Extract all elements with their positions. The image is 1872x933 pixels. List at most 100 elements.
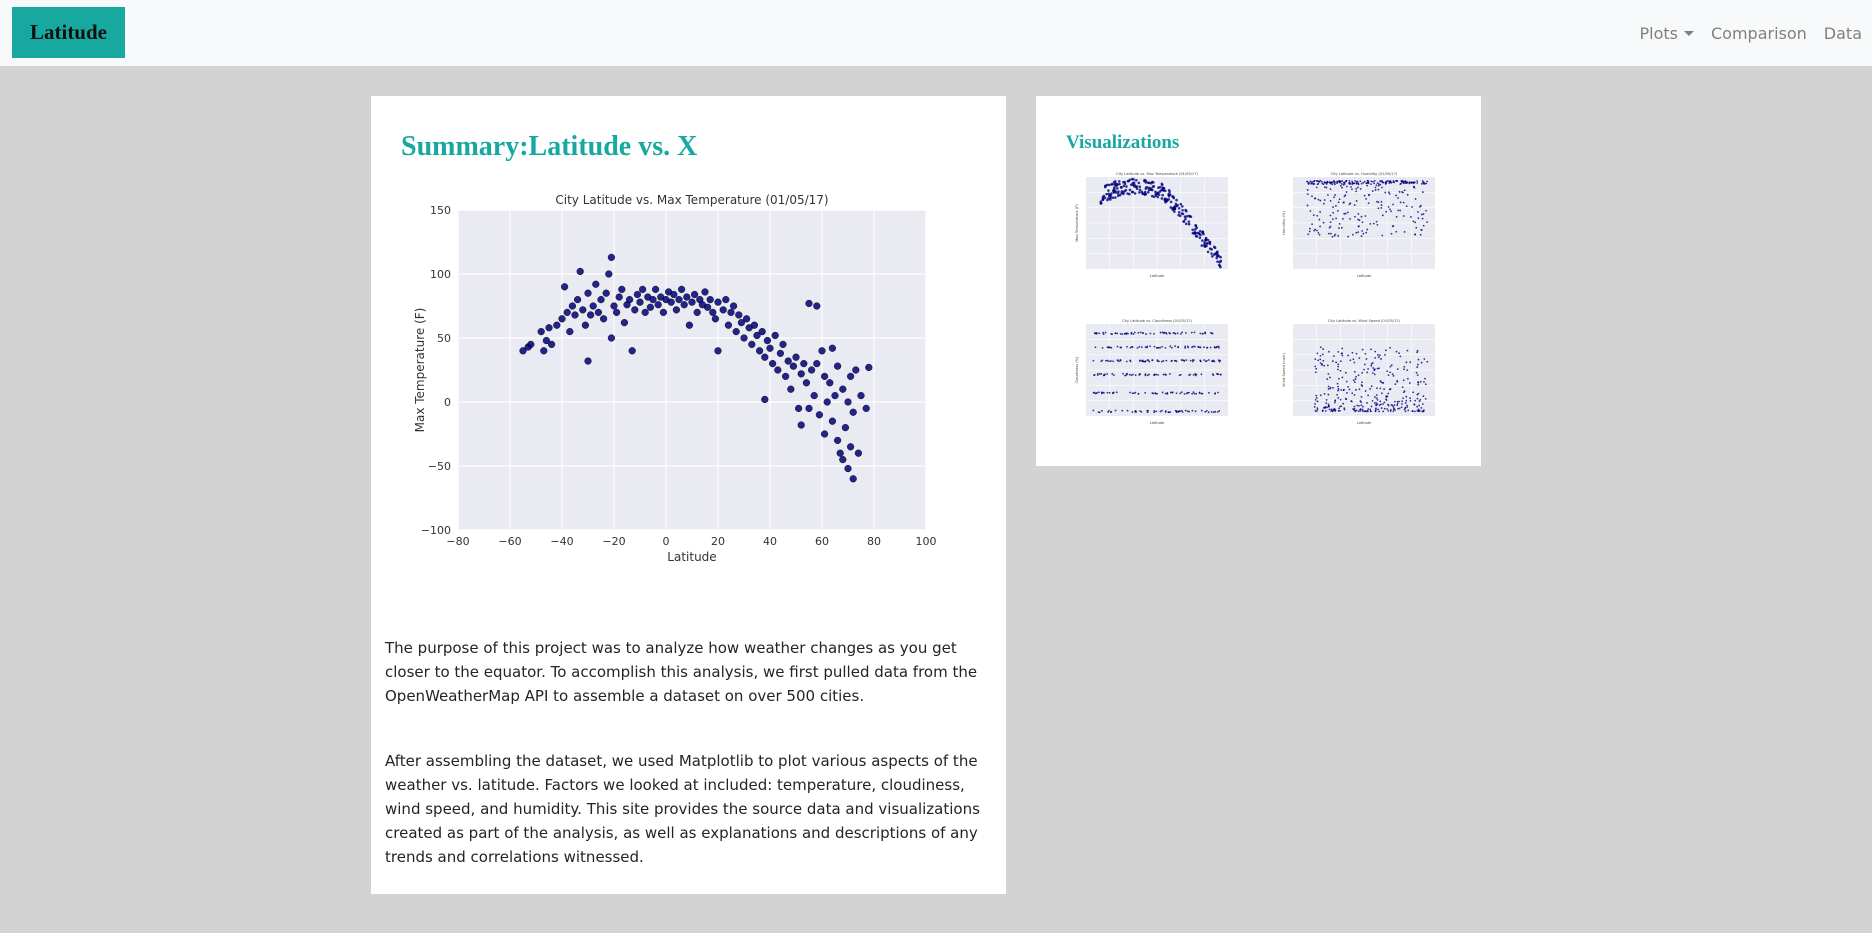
data-point bbox=[659, 308, 668, 317]
thumb-point bbox=[1374, 357, 1377, 359]
thumbnail-humidity[interactable]: City Latitude vs. Humidity (01/05/17) Lat… bbox=[1279, 169, 1449, 279]
thumb-point bbox=[1215, 346, 1218, 349]
thumb-point bbox=[1322, 348, 1325, 351]
thumb-point bbox=[1355, 182, 1358, 185]
thumb-point bbox=[1120, 186, 1123, 189]
thumb-point bbox=[1377, 183, 1380, 185]
data-point bbox=[740, 334, 748, 342]
thumb-point bbox=[1309, 227, 1311, 230]
thumb-point bbox=[1337, 365, 1340, 368]
data-point bbox=[782, 372, 790, 381]
thumb-point bbox=[1151, 359, 1154, 362]
thumb-point bbox=[1356, 186, 1359, 189]
data-point bbox=[800, 360, 808, 368]
thumb-point bbox=[1417, 358, 1420, 361]
thumb-point bbox=[1413, 186, 1416, 189]
thumb-point bbox=[1199, 359, 1202, 362]
thumb-point bbox=[1121, 409, 1124, 412]
data-point bbox=[815, 411, 824, 419]
thumb-point bbox=[1365, 182, 1368, 185]
brand-logo[interactable]: Latitude bbox=[12, 7, 125, 58]
thumb-title: City Latitude vs. Wind Speed (01/05/17) bbox=[1328, 319, 1401, 323]
thumb-point bbox=[1122, 372, 1124, 375]
thumb-point bbox=[1402, 201, 1405, 204]
thumb-point bbox=[1363, 410, 1366, 413]
thumb-point bbox=[1337, 385, 1339, 388]
thumb-point bbox=[1212, 411, 1215, 413]
thumb-point bbox=[1179, 392, 1182, 395]
thumb-point bbox=[1216, 260, 1219, 263]
thumb-point bbox=[1165, 197, 1168, 201]
thumb-point bbox=[1319, 179, 1322, 182]
thumb-point bbox=[1134, 185, 1138, 189]
thumb-point bbox=[1409, 397, 1412, 399]
thumb-point bbox=[1340, 389, 1343, 391]
thumb-point bbox=[1342, 201, 1345, 204]
thumb-point bbox=[1404, 410, 1407, 413]
thumb-point bbox=[1379, 180, 1381, 183]
thumb-point bbox=[1346, 211, 1349, 214]
thumb-point bbox=[1119, 346, 1122, 349]
data-point bbox=[563, 308, 571, 317]
thumb-point bbox=[1122, 180, 1125, 184]
thumb-point bbox=[1422, 213, 1425, 215]
thumb-point bbox=[1154, 392, 1157, 395]
thumb-point bbox=[1349, 202, 1352, 205]
thumb-point bbox=[1184, 409, 1187, 412]
thumb-point bbox=[1164, 346, 1167, 349]
thumb-point bbox=[1186, 410, 1189, 413]
thumb-point bbox=[1411, 410, 1414, 412]
thumb-point bbox=[1358, 357, 1361, 360]
thumb-point bbox=[1315, 367, 1318, 370]
data-point bbox=[545, 324, 553, 332]
data-point bbox=[675, 295, 683, 304]
data-point bbox=[594, 308, 603, 317]
nav-data[interactable]: Data bbox=[1823, 23, 1862, 43]
thumb-point bbox=[1185, 215, 1189, 218]
thumb-point bbox=[1376, 182, 1379, 185]
thumb-point bbox=[1373, 180, 1376, 182]
thumb-point bbox=[1317, 359, 1320, 362]
thumb-point bbox=[1321, 182, 1324, 185]
thumb-point bbox=[1325, 398, 1328, 401]
thumb-point bbox=[1363, 368, 1365, 371]
thumb-point bbox=[1392, 406, 1395, 408]
thumb-point bbox=[1201, 392, 1204, 395]
data-point bbox=[672, 306, 681, 314]
thumb-point bbox=[1307, 182, 1310, 185]
x-tick-label: 0 bbox=[663, 535, 670, 548]
thumb-point bbox=[1218, 346, 1220, 349]
nav-plots-dropdown[interactable]: Plots bbox=[1640, 24, 1694, 43]
thumbnail-cloudiness[interactable]: City Latitude vs. Cloudiness (01/05/17) L… bbox=[1072, 316, 1242, 426]
thumb-point bbox=[1141, 192, 1145, 196]
data-point bbox=[542, 336, 551, 345]
thumb-point bbox=[1339, 405, 1342, 408]
thumb-point bbox=[1320, 364, 1323, 366]
thumb-point bbox=[1327, 194, 1329, 196]
thumb-point bbox=[1217, 391, 1219, 394]
thumb-point bbox=[1204, 238, 1208, 241]
data-point bbox=[865, 363, 873, 372]
thumb-point bbox=[1348, 388, 1351, 391]
thumb-point bbox=[1333, 183, 1336, 186]
thumb-point bbox=[1101, 195, 1105, 199]
thumb-point bbox=[1365, 358, 1368, 360]
thumb-point bbox=[1316, 400, 1319, 403]
thumb-point bbox=[1192, 391, 1195, 394]
thumb-point bbox=[1353, 381, 1356, 384]
thumb-point bbox=[1345, 191, 1348, 193]
thumb-point bbox=[1102, 331, 1104, 334]
thumb-point bbox=[1216, 373, 1219, 376]
thumb-point bbox=[1363, 363, 1366, 366]
thumbnail-temperature[interactable]: City Latitude vs. Max Temperature (01/05… bbox=[1072, 169, 1242, 279]
thumb-point bbox=[1390, 210, 1393, 213]
data-point bbox=[691, 290, 699, 299]
nav-comparison[interactable]: Comparison bbox=[1711, 23, 1807, 43]
thumb-point bbox=[1115, 187, 1119, 190]
thumb-point bbox=[1167, 411, 1170, 414]
data-point bbox=[581, 321, 590, 329]
data-point bbox=[836, 449, 844, 457]
thumbnail-wind-speed[interactable]: City Latitude vs. Wind Speed (01/05/17) L… bbox=[1279, 316, 1449, 426]
data-point bbox=[646, 303, 655, 311]
thumb-point bbox=[1414, 233, 1417, 236]
